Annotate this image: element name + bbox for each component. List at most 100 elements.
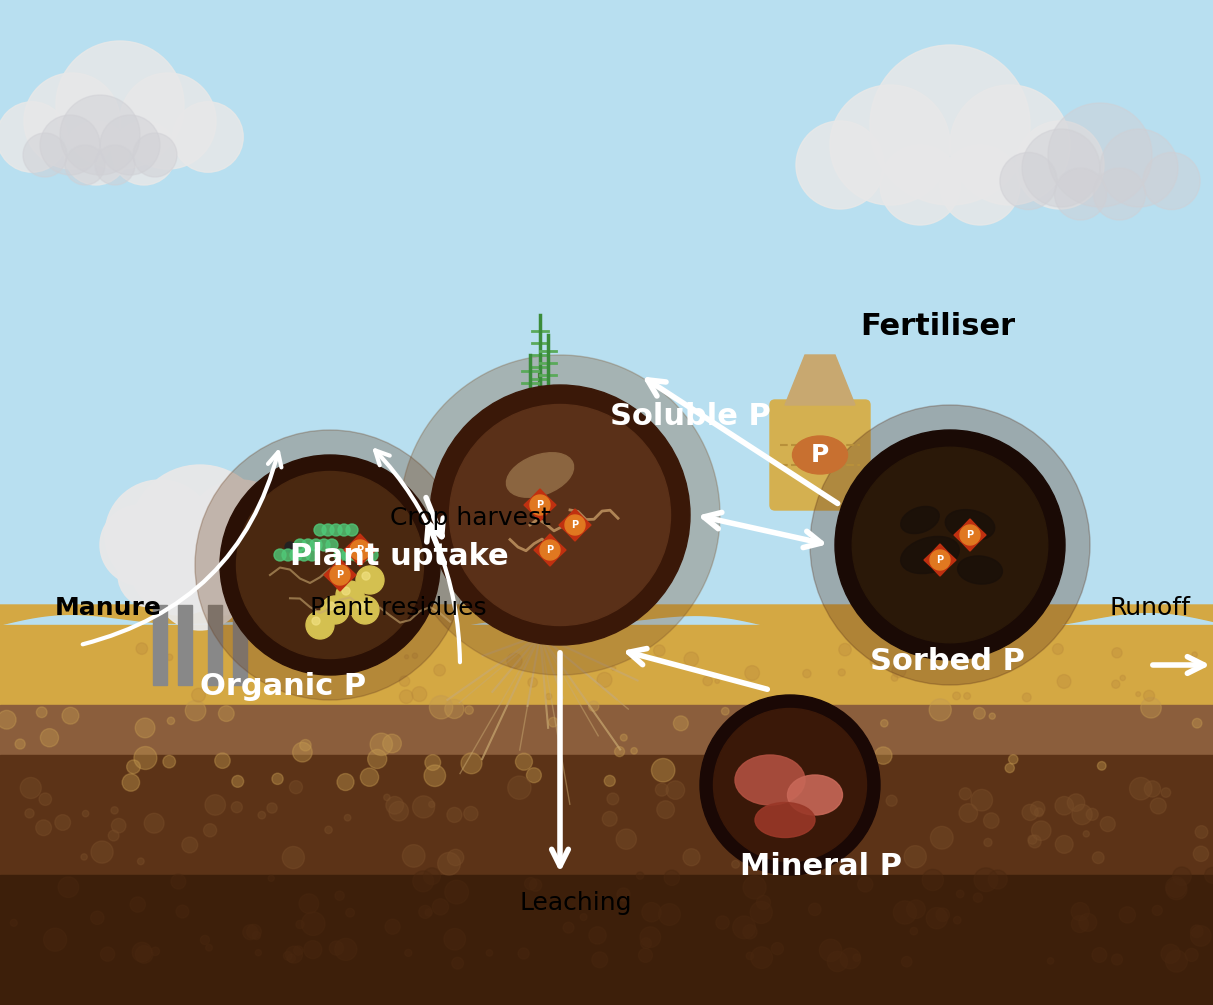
Circle shape	[10, 920, 17, 927]
Circle shape	[1205, 867, 1213, 883]
Circle shape	[326, 539, 338, 551]
Circle shape	[403, 844, 425, 867]
Circle shape	[637, 872, 644, 879]
Circle shape	[448, 849, 463, 865]
Circle shape	[342, 587, 351, 595]
Ellipse shape	[901, 537, 959, 574]
Circle shape	[1055, 797, 1074, 815]
Circle shape	[530, 495, 549, 515]
Circle shape	[294, 946, 303, 955]
Circle shape	[796, 121, 884, 209]
Circle shape	[325, 826, 332, 833]
Circle shape	[281, 549, 294, 561]
Text: P: P	[571, 520, 579, 530]
Circle shape	[1192, 719, 1202, 728]
Circle shape	[132, 943, 152, 962]
Circle shape	[922, 869, 944, 890]
Circle shape	[292, 743, 312, 762]
Circle shape	[399, 689, 412, 704]
Circle shape	[285, 542, 295, 552]
Circle shape	[616, 829, 637, 849]
Ellipse shape	[735, 755, 805, 805]
Text: P: P	[357, 545, 364, 555]
Circle shape	[283, 846, 304, 868]
Circle shape	[713, 709, 866, 861]
Circle shape	[507, 653, 522, 668]
Circle shape	[801, 860, 809, 869]
Circle shape	[126, 760, 141, 774]
Circle shape	[875, 747, 892, 764]
Circle shape	[112, 121, 176, 185]
Bar	[207, 605, 222, 685]
Ellipse shape	[901, 507, 939, 534]
Circle shape	[155, 540, 245, 630]
Circle shape	[361, 572, 370, 580]
Circle shape	[1144, 690, 1155, 701]
Circle shape	[796, 753, 811, 768]
Circle shape	[858, 876, 873, 892]
Circle shape	[1152, 906, 1162, 916]
Circle shape	[714, 678, 719, 683]
Circle shape	[58, 876, 79, 897]
Circle shape	[853, 447, 1048, 643]
Circle shape	[400, 355, 721, 675]
Circle shape	[272, 773, 283, 785]
Circle shape	[220, 455, 440, 675]
Circle shape	[258, 811, 266, 819]
Circle shape	[702, 782, 719, 798]
Circle shape	[314, 524, 326, 536]
Circle shape	[91, 841, 113, 863]
Circle shape	[351, 596, 378, 624]
Text: Leaching: Leaching	[520, 891, 632, 915]
Circle shape	[835, 804, 856, 825]
Circle shape	[604, 776, 615, 786]
Circle shape	[351, 540, 370, 560]
Circle shape	[1023, 693, 1031, 701]
Circle shape	[1055, 835, 1074, 853]
Circle shape	[412, 686, 427, 701]
Circle shape	[762, 795, 785, 819]
Circle shape	[218, 706, 234, 722]
Polygon shape	[524, 489, 556, 521]
Circle shape	[220, 505, 300, 585]
Circle shape	[39, 793, 51, 805]
Circle shape	[200, 936, 210, 945]
Circle shape	[524, 877, 537, 889]
Circle shape	[673, 716, 688, 731]
Circle shape	[294, 548, 317, 572]
Text: P: P	[967, 530, 974, 540]
Circle shape	[167, 718, 175, 725]
Circle shape	[1030, 801, 1044, 816]
Circle shape	[0, 102, 67, 172]
Circle shape	[1161, 788, 1171, 797]
Circle shape	[1144, 781, 1161, 797]
Circle shape	[640, 927, 661, 948]
Circle shape	[702, 676, 712, 685]
Polygon shape	[324, 559, 355, 591]
Circle shape	[130, 896, 146, 913]
Circle shape	[809, 903, 821, 916]
Circle shape	[910, 928, 917, 935]
Circle shape	[870, 656, 882, 667]
Circle shape	[838, 669, 845, 676]
Circle shape	[351, 549, 361, 561]
Circle shape	[548, 718, 558, 727]
Circle shape	[959, 804, 978, 822]
Circle shape	[215, 753, 230, 769]
Text: P: P	[336, 570, 343, 580]
Circle shape	[290, 549, 302, 561]
Circle shape	[255, 950, 262, 956]
Circle shape	[1023, 804, 1038, 820]
Circle shape	[750, 901, 773, 924]
Polygon shape	[559, 509, 591, 541]
Circle shape	[300, 740, 311, 751]
Circle shape	[24, 73, 120, 169]
Bar	[153, 605, 167, 685]
Circle shape	[1008, 755, 1018, 764]
Circle shape	[516, 753, 533, 770]
Circle shape	[684, 652, 699, 666]
Circle shape	[366, 549, 378, 561]
Circle shape	[664, 870, 679, 885]
Circle shape	[1092, 948, 1106, 963]
Circle shape	[66, 145, 106, 185]
